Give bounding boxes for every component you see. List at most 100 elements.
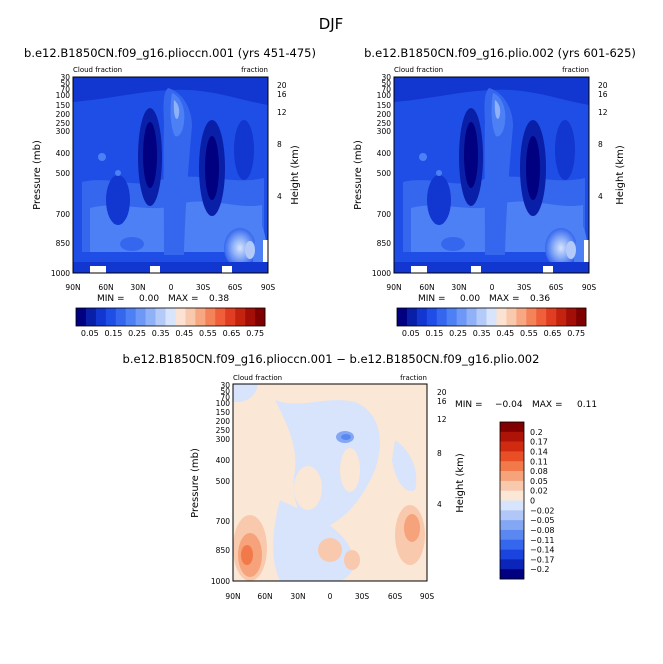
colorbar-label: 0.55 [199,329,217,338]
colorbar-label: 0.45 [496,329,514,338]
x-tick-label: 90S [420,592,435,601]
colorbar-label: 0 [530,497,535,506]
panel-3-right-label: fraction [400,374,427,382]
colorbar-label: −0.02 [530,506,555,515]
colorbar-label: −0.05 [530,516,555,525]
colorbar-label: 0.55 [520,329,538,338]
panel-2-title: b.e12.B1850CN.f09_g16.plio.002 (yrs 601-… [364,46,636,60]
y-tick-label: 100 [216,399,231,408]
y-tick-label: 50 [381,79,391,88]
panel-1-colorbar: 0.05 0.15 0.25 0.35 0.45 0.55 0.65 0.75 [75,307,266,338]
colorbar-swatch [500,529,524,541]
colorbar-swatch [500,510,524,521]
panel-1-y-axis: 30 50 70 100 150 200 250 300 400 500 700… [32,73,70,278]
x-tick-label: 90S [261,283,276,292]
y-tick-label: 200 [377,110,392,119]
x-tick-label: 90N [65,283,80,292]
x-tick-label: 0 [169,283,174,292]
colorbar-swatch [500,451,524,462]
y-tick-label: 70 [60,85,70,94]
panel-3-left-label: Cloud fraction [233,374,282,382]
colorbar-label: 0.2 [530,428,543,437]
figure-title: DJF [319,15,344,33]
max-value: 0.36 [530,294,550,304]
colorbar-swatch [426,308,438,326]
panel-1-contour-field [73,77,268,273]
x-tick-label: 60N [419,283,434,292]
x-tick-label: 60N [98,283,113,292]
colorbar-label: 0.15 [426,329,444,338]
colorbar-swatch [500,520,524,531]
colorbar-swatch [500,461,524,472]
colorbar-label: 0.25 [128,329,146,338]
panel-2: b.e12.B1850CN.f09_g16.plio.002 (yrs 601-… [353,46,636,338]
colorbar-label: 0.05 [530,477,548,486]
height-tick-label: 16 [598,90,608,99]
panel-1-height-axis: 20 16 12 8 4 Height (km) [277,81,301,205]
max-label: MAX = [489,294,520,304]
colorbar-swatch [500,471,524,482]
panel-3-ylabel: Pressure (mb) [190,448,201,518]
colorbar-swatch [225,308,236,326]
colorbar-label: 0.35 [473,329,491,338]
y-tick-label: 850 [216,546,231,555]
colorbar-swatch [516,308,527,326]
colorbar-swatch [500,431,524,442]
y-tick-label: 300 [56,127,71,136]
panel-1-right-label: fraction [241,66,268,74]
colorbar-swatch [456,308,467,326]
y-tick-label: 700 [216,517,231,526]
y-tick-label: 150 [216,408,231,417]
colorbar-swatch [215,308,226,326]
colorbar-swatch [446,308,457,326]
y-tick-label: 30 [381,73,391,82]
y-tick-label: 100 [377,91,392,100]
y-tick-label: 250 [56,119,71,128]
colorbar-swatch [195,308,206,326]
min-value: 0.00 [460,294,480,304]
colorbar-swatch [135,308,146,326]
y-tick-label: 1000 [372,269,391,278]
colorbar-swatch [476,308,487,326]
colorbar-label: 0.75 [567,329,585,338]
colorbar-frame [499,421,525,580]
colorbar-label: 0.05 [402,329,420,338]
height-tick-label: 8 [277,140,282,149]
y-tick-label: 50 [60,79,70,88]
height-tick-label: 12 [437,415,447,424]
colorbar-swatch [500,559,524,570]
x-tick-label: 30N [451,283,466,292]
height-tick-label: 12 [277,108,287,117]
colorbar-label: 0.14 [530,447,548,456]
height-tick-label: 12 [598,108,608,117]
min-label: MIN = [455,400,483,410]
y-tick-label: 250 [377,119,392,128]
colorbar-label: 0.17 [530,438,548,447]
height-tick-label: 20 [277,81,287,90]
colorbar-frame [75,307,266,327]
colorbar-label: 0.45 [175,329,193,338]
height-tick-label: 20 [598,81,608,90]
x-tick-label: 60N [257,592,272,601]
colorbar-swatch [500,569,524,580]
y-tick-label: 200 [216,417,231,426]
y-tick-label: 1000 [211,577,230,586]
panel-2-y-axis: 30 50 70 100 150 200 250 300 400 500 700… [353,73,391,278]
height-tick-label: 4 [598,192,603,201]
panel-3-title: b.e12.B1850CN.f09_g16.plioccn.001 − b.e1… [123,352,540,366]
colorbar-label: 0.11 [530,457,548,466]
colorbar-label: 0.75 [246,329,264,338]
colorbar-swatch [500,539,524,550]
panel-2-left-label: Cloud fraction [394,66,443,74]
height-tick-label: 4 [437,500,442,509]
panel-3-colorbar: 0.20.170.140.110.080.050.020−0.02−0.05−0… [499,421,555,580]
x-tick-label: 30N [130,283,145,292]
panel-1-stats: MIN = 0.00 MAX = 0.38 [97,294,229,304]
colorbar-swatch [125,308,136,326]
x-tick-label: 30N [290,592,305,601]
panel-1: b.e12.B1850CN.f09_g16.plioccn.001 (yrs 4… [24,46,316,338]
panel-2-x-axis: 90N 60N 30N 0 30S 60S 90S [386,283,596,292]
colorbar-swatch [436,308,448,326]
x-tick-label: 0 [328,592,333,601]
y-tick-label: 100 [56,91,71,100]
